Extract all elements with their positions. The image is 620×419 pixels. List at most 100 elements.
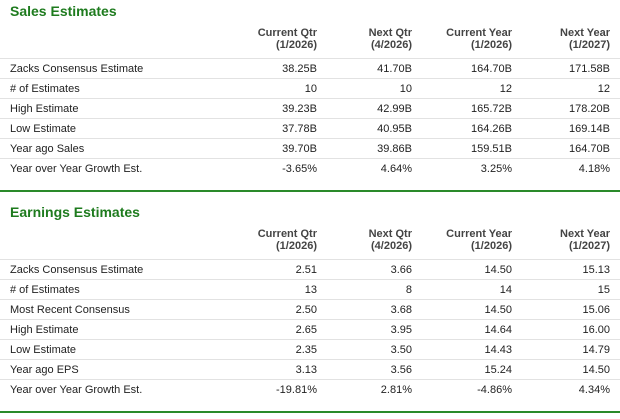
column-name: Next Year	[560, 27, 610, 39]
cell-value: 14.43	[484, 344, 512, 356]
section: Sales Estimates Current Qtr (1/2026) Next Q…	[0, 3, 620, 192]
cell-value: 12	[597, 83, 610, 95]
column-period: (4/2026)	[371, 240, 412, 252]
table-row: Most Recent Consensus 2.50 3.68 14.50 15.06	[0, 299, 620, 319]
cell-value: 159.51B	[471, 143, 512, 155]
row-label: Zacks Consensus Estimate	[10, 264, 144, 276]
cell-value: 3.56	[390, 364, 412, 376]
cell-value: 178.20B	[569, 103, 610, 115]
row-label: Year over Year Growth Est.	[10, 384, 143, 396]
table-row: Zacks Consensus Estimate 2.51 3.66 14.50 15.…	[0, 259, 620, 279]
row-label: Year ago EPS	[10, 364, 79, 376]
column-name: Next Qtr	[368, 228, 412, 240]
cell-value: 2.50	[295, 304, 317, 316]
cell-value: 12	[499, 83, 512, 95]
cell-value: 14.50	[582, 364, 610, 376]
cell-value: 14.64	[484, 324, 512, 336]
cell-value: 3.25%	[480, 163, 512, 175]
column-name: Next Qtr	[368, 27, 412, 39]
column-period: (1/2026)	[276, 240, 317, 252]
cell-value: 39.23B	[282, 103, 317, 115]
cell-value: 3.95	[390, 324, 412, 336]
row-label: # of Estimates	[10, 284, 80, 296]
column-header: Next Qtr (4/2026)	[369, 228, 412, 252]
cell-value: -19.81%	[276, 384, 317, 396]
column-name: Current Year	[446, 228, 512, 240]
cell-value: 3.68	[390, 304, 412, 316]
column-header: Next Year (1/2027)	[560, 27, 610, 51]
cell-value: 171.58B	[569, 63, 610, 75]
table-row: Zacks Consensus Estimate 38.25B 41.70B 164.…	[0, 58, 620, 78]
column-header: Current Qtr (1/2026)	[258, 27, 317, 51]
table-row: Year ago EPS 3.13 3.56 15.24 14.50	[0, 359, 620, 379]
row-label: Zacks Consensus Estimate	[10, 63, 144, 75]
cell-value: -4.86%	[477, 384, 512, 396]
cell-value: 164.70B	[471, 63, 512, 75]
column-name: Next Year	[560, 228, 610, 240]
row-label: Most Recent Consensus	[10, 304, 130, 316]
column-period: (1/2026)	[276, 39, 317, 51]
cell-value: 13	[304, 284, 317, 296]
row-label: Year over Year Growth Est.	[10, 163, 143, 175]
cell-value: 14.50	[484, 264, 512, 276]
column-period: (1/2027)	[569, 39, 610, 51]
cell-value: 39.86B	[377, 143, 412, 155]
cell-value: -3.65%	[282, 163, 317, 175]
section-title: Sales Estimates	[10, 3, 117, 19]
cell-value: 37.78B	[282, 123, 317, 135]
column-period: (1/2026)	[471, 39, 512, 51]
cell-value: 14.50	[484, 304, 512, 316]
cell-value: 3.66	[390, 264, 412, 276]
row-label: High Estimate	[10, 324, 79, 336]
cell-value: 39.70B	[282, 143, 317, 155]
cell-value: 2.81%	[380, 384, 412, 396]
cell-value: 4.64%	[380, 163, 412, 175]
cell-value: 15	[597, 284, 610, 296]
cell-value: 2.35	[295, 344, 317, 356]
cell-value: 14.79	[582, 344, 610, 356]
row-label: Low Estimate	[10, 123, 77, 135]
table-row: Year over Year Growth Est. -3.65% 4.64% 3.2…	[0, 158, 620, 178]
cell-value: 3.13	[295, 364, 317, 376]
cell-value: 4.18%	[578, 163, 610, 175]
cell-value: 14	[499, 284, 512, 296]
cell-value: 15.24	[484, 364, 512, 376]
cell-value: 15.06	[582, 304, 610, 316]
table-row: Year ago Sales 39.70B 39.86B 159.51B 164.70B	[0, 138, 620, 158]
table-row: # of Estimates 13 8 14 15	[0, 279, 620, 299]
column-header: Current Year (1/2026)	[446, 228, 512, 252]
section-title: Earnings Estimates	[10, 204, 140, 220]
row-label: # of Estimates	[10, 83, 80, 95]
row-label: High Estimate	[10, 103, 79, 115]
cell-value: 15.13	[582, 264, 610, 276]
cell-value: 16.00	[582, 324, 610, 336]
cell-value: 8	[405, 284, 412, 296]
row-label: Low Estimate	[10, 344, 77, 356]
table-row: Low Estimate 37.78B 40.95B 164.26B 169.14B	[0, 118, 620, 138]
cell-value: 41.70B	[377, 63, 412, 75]
cell-value: 40.95B	[377, 123, 412, 135]
table-row: Low Estimate 2.35 3.50 14.43 14.79	[0, 339, 620, 359]
table-row: # of Estimates 10 10 12 12	[0, 78, 620, 98]
cell-value: 165.72B	[471, 103, 512, 115]
cell-value: 164.26B	[471, 123, 512, 135]
cell-value: 4.34%	[578, 384, 610, 396]
cell-value: 10	[304, 83, 317, 95]
column-header: Next Qtr (4/2026)	[369, 27, 412, 51]
cell-value: 42.99B	[377, 103, 412, 115]
row-label: Year ago Sales	[10, 143, 85, 155]
table-row: High Estimate 2.65 3.95 14.64 16.00	[0, 319, 620, 339]
cell-value: 2.65	[295, 324, 317, 336]
column-period: (4/2026)	[371, 39, 412, 51]
column-period: (1/2027)	[569, 240, 610, 252]
table-row: Year over Year Growth Est. -19.81% 2.81% -4…	[0, 379, 620, 399]
section-rule	[0, 190, 620, 192]
table-row: High Estimate 39.23B 42.99B 165.72B 178.20B	[0, 98, 620, 118]
column-name: Current Qtr	[257, 228, 317, 240]
section: Earnings Estimates Current Qtr (1/2026) Nex…	[0, 201, 620, 413]
column-header: Next Year (1/2027)	[560, 228, 610, 252]
cell-value: 10	[399, 83, 412, 95]
cell-value: 2.51	[295, 264, 317, 276]
column-period: (1/2026)	[471, 240, 512, 252]
